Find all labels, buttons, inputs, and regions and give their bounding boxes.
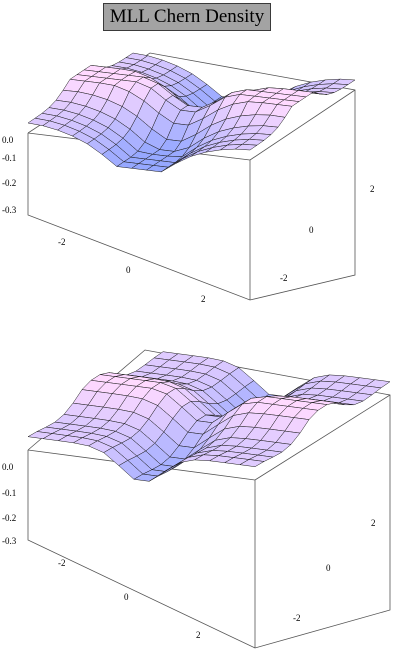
x-tick-label: 0 [126, 265, 131, 275]
z-tick-label: -0.3 [2, 205, 17, 215]
z-tick-label: -0.3 [2, 536, 17, 546]
y-tick-label: 0 [326, 563, 331, 573]
bounding-box [27, 52, 356, 301]
surface-patch [234, 144, 258, 151]
z-axis-1: 0.0 -0.1 -0.2 -0.3 [2, 135, 17, 215]
x-tick-label: 0 [124, 592, 129, 602]
z-tick-label: -0.2 [2, 178, 16, 188]
z-tick-label: 0.0 [2, 135, 14, 145]
x-tick-label: -2 [58, 558, 66, 568]
z-tick-label: 0.0 [2, 462, 14, 472]
chart-title: MLL Chern Density [103, 3, 271, 31]
y-tick-label: -2 [293, 613, 301, 623]
y-tick-label: 0 [309, 225, 314, 235]
y-tick-label: 2 [371, 518, 376, 528]
y-tick-label: -2 [280, 273, 288, 283]
x-tick-label: 2 [196, 630, 201, 640]
bounding-box [27, 349, 391, 649]
z-tick-label: -0.1 [2, 153, 16, 163]
surface-plot-2: 0.0 -0.1 -0.2 -0.3 -2 0 2 2 0 -2 [2, 349, 391, 649]
x-axis-2: -2 0 2 [58, 558, 201, 640]
y-axis-1: 2 0 -2 [280, 184, 375, 283]
z-tick-label: -0.1 [2, 488, 16, 498]
x-axis-1: -2 0 2 [58, 237, 206, 304]
surface-plot-1: 0.0 -0.1 -0.2 -0.3 -2 0 2 2 0 -2 [2, 52, 375, 304]
z-axis-2: 0.0 -0.1 -0.2 -0.3 [2, 462, 17, 546]
z-tick-label: -0.2 [2, 513, 16, 523]
x-tick-label: -2 [58, 237, 66, 247]
y-axis-2: 2 0 -2 [293, 518, 376, 623]
y-tick-label: 2 [370, 184, 375, 194]
x-tick-label: 2 [201, 294, 206, 304]
surface-patch [239, 459, 265, 467]
surface-mesh-2 [27, 351, 391, 482]
surface-mesh-1 [27, 52, 356, 173]
